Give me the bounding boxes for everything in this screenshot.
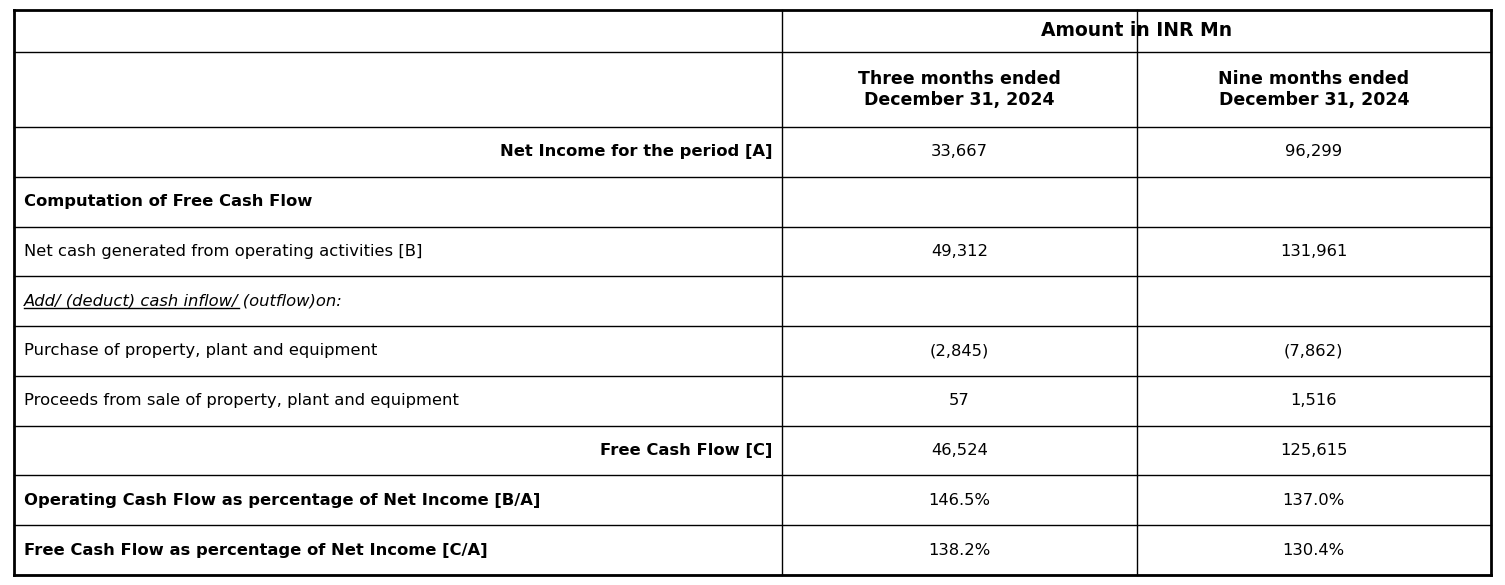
Text: 137.0%: 137.0%: [1282, 493, 1345, 508]
Text: Add/ (deduct) cash inflow/ (outflow)on:: Add/ (deduct) cash inflow/ (outflow)on:: [24, 294, 343, 309]
Text: 138.2%: 138.2%: [929, 543, 990, 558]
Text: 46,524: 46,524: [930, 443, 987, 458]
Text: 146.5%: 146.5%: [929, 493, 990, 508]
Text: Nine months ended
December 31, 2024: Nine months ended December 31, 2024: [1218, 70, 1409, 109]
Text: 96,299: 96,299: [1285, 144, 1342, 159]
Text: Net cash generated from operating activities [B]: Net cash generated from operating activi…: [24, 244, 423, 259]
Text: 131,961: 131,961: [1281, 244, 1347, 259]
Text: Operating Cash Flow as percentage of Net Income [B/A]: Operating Cash Flow as percentage of Net…: [24, 493, 540, 508]
Text: Three months ended
December 31, 2024: Three months ended December 31, 2024: [858, 70, 1061, 109]
Text: Free Cash Flow as percentage of Net Income [C/A]: Free Cash Flow as percentage of Net Inco…: [24, 543, 488, 558]
Text: Computation of Free Cash Flow: Computation of Free Cash Flow: [24, 194, 313, 209]
Text: Amount in INR Mn: Amount in INR Mn: [1041, 22, 1233, 40]
Text: 57: 57: [950, 393, 969, 408]
Text: 1,516: 1,516: [1290, 393, 1336, 408]
Text: Purchase of property, plant and equipment: Purchase of property, plant and equipmen…: [24, 343, 378, 359]
Text: 33,667: 33,667: [930, 144, 987, 159]
Text: Proceeds from sale of property, plant and equipment: Proceeds from sale of property, plant an…: [24, 393, 459, 408]
Text: 49,312: 49,312: [930, 244, 987, 259]
Text: 125,615: 125,615: [1281, 443, 1347, 458]
Text: Net Income for the period [A]: Net Income for the period [A]: [500, 144, 772, 159]
Text: (2,845): (2,845): [930, 343, 989, 359]
Text: Free Cash Flow [C]: Free Cash Flow [C]: [599, 443, 772, 458]
Text: 130.4%: 130.4%: [1282, 543, 1345, 558]
Text: (7,862): (7,862): [1284, 343, 1344, 359]
